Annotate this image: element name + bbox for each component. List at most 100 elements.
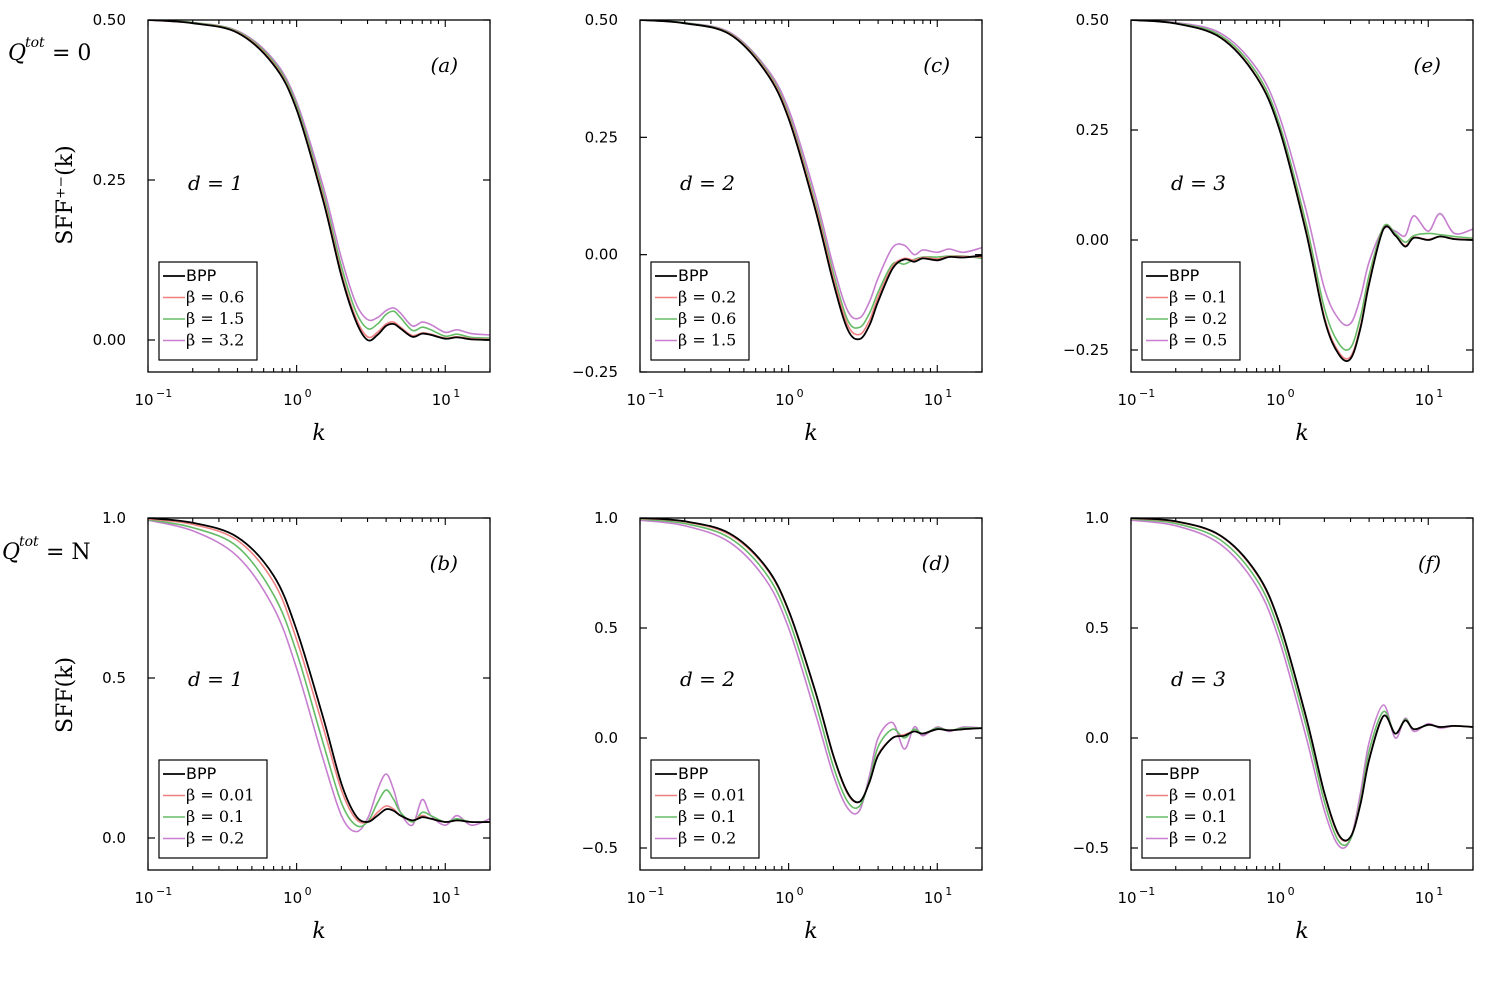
x-tick-exponent: 0 <box>305 387 312 400</box>
dimension-label: d = 1 <box>188 171 243 195</box>
legend-label: β = 0.2 <box>186 829 244 848</box>
x-tick-exponent: −1 <box>156 885 172 898</box>
series-group <box>640 518 982 815</box>
x-tick-exponent: 1 <box>1436 387 1443 400</box>
dimension-label: d = 2 <box>680 667 735 691</box>
legend-label: β = 0.1 <box>678 807 736 826</box>
y-tick-label: 0.25 <box>585 128 618 146</box>
x-tick-exponent: −1 <box>1139 387 1155 400</box>
y-tick-label: 0.50 <box>585 11 618 29</box>
legend: BPP β = 0.01 β = 0.1 β = 0.2 <box>1141 759 1251 859</box>
y-tick-label: 0.50 <box>1076 11 1109 29</box>
panel-label: (d) <box>922 551 950 575</box>
panel-label: (f) <box>1418 551 1441 575</box>
panel-label: (c) <box>923 53 950 77</box>
row-labels: Q tot = 0 Q tot = N SFF⁺⁻(k) SFF(k) <box>2 35 91 733</box>
legend-label: β = 0.6 <box>678 309 736 328</box>
x-axis-label: k <box>1295 421 1308 446</box>
x-tick-label: 10 <box>626 889 645 907</box>
x-tick-label: 10 <box>432 889 451 907</box>
legend-label: β = 0.1 <box>186 807 244 826</box>
series-line-beta-3 <box>640 20 982 320</box>
dimension-label: d = 2 <box>680 171 735 195</box>
legend-label: β = 0.2 <box>678 288 736 307</box>
y-tick-label: 0.5 <box>594 619 618 637</box>
series-group <box>1131 518 1473 849</box>
plot-frame <box>639 19 983 373</box>
x-tick-label: 10 <box>432 391 451 409</box>
series-group <box>148 518 490 833</box>
x-tick-exponent: 0 <box>797 885 804 898</box>
legend-label: β = 3.2 <box>186 331 244 350</box>
row-label-top: Q tot = 0 <box>8 35 91 66</box>
legend-box <box>158 261 258 361</box>
dimension-label: d = 3 <box>1171 667 1226 691</box>
legend-label: β = 0.01 <box>1169 786 1237 805</box>
series-line-beta-3 <box>1131 519 1473 849</box>
y-tick-label: 0.25 <box>1076 121 1109 139</box>
row-label-q: Q <box>8 41 26 66</box>
row-label-rest: = N <box>46 540 91 565</box>
panel-label: (a) <box>430 53 458 77</box>
series-group <box>640 20 982 341</box>
legend-label: β = 0.1 <box>1169 807 1227 826</box>
y-tick-label: 1.0 <box>1085 509 1109 527</box>
row-label-q: Q <box>2 540 20 565</box>
y-tick-label: 0.00 <box>93 331 126 349</box>
legend-label: β = 0.2 <box>1169 309 1227 328</box>
legend-label: β = 1.5 <box>678 331 736 350</box>
x-tick-label: 10 <box>924 391 943 409</box>
x-tick-label: 10 <box>1117 391 1136 409</box>
x-tick-label: 10 <box>134 889 153 907</box>
legend-label: BPP <box>1169 266 1200 285</box>
legend-box <box>1141 759 1251 859</box>
y-tick-label: 0.00 <box>585 246 618 264</box>
legend-label: BPP <box>186 764 217 783</box>
x-tick-exponent: −1 <box>648 885 664 898</box>
x-tick-label: 10 <box>134 391 153 409</box>
plot-frame <box>147 19 491 373</box>
y-tick-label: −0.25 <box>1063 341 1109 359</box>
series-line-bpp <box>640 20 982 341</box>
x-axis-label: k <box>804 919 817 944</box>
panel-label: (e) <box>1414 53 1441 77</box>
x-tick-label: 10 <box>1266 889 1285 907</box>
row-label-sup: tot <box>19 534 39 550</box>
series-line-beta-2 <box>148 20 490 339</box>
legend: BPP β = 0.01 β = 0.1 β = 0.2 <box>650 759 760 859</box>
y-tick-label: 0.0 <box>1085 729 1109 747</box>
x-axis-label: k <box>1295 919 1308 944</box>
y-tick-label: 0.5 <box>1085 619 1109 637</box>
x-tick-label: 10 <box>283 391 302 409</box>
series-line-beta-2 <box>640 20 982 329</box>
y-tick-label: −0.5 <box>582 839 618 857</box>
y-tick-label: 0.25 <box>93 171 126 189</box>
x-tick-exponent: 1 <box>945 885 952 898</box>
row-label-sup: tot <box>25 35 45 51</box>
y-tick-label: −0.25 <box>572 363 618 381</box>
y-tick-label: 0.50 <box>93 11 126 29</box>
x-axis-label: k <box>312 919 325 944</box>
x-tick-exponent: 1 <box>453 885 460 898</box>
x-tick-label: 10 <box>924 889 943 907</box>
y-tick-label: 0.0 <box>594 729 618 747</box>
legend-label: β = 0.1 <box>1169 288 1227 307</box>
series-group <box>1131 20 1473 362</box>
x-tick-label: 10 <box>283 889 302 907</box>
x-tick-label: 10 <box>1117 889 1136 907</box>
dimension-label: d = 1 <box>188 667 243 691</box>
legend: BPP β = 0.6 β = 1.5 β = 3.2 <box>158 261 258 361</box>
x-tick-exponent: −1 <box>648 387 664 400</box>
x-tick-label: 10 <box>626 391 645 409</box>
series-line-bpp <box>640 518 982 804</box>
panel-label: (b) <box>430 551 458 575</box>
plot-frame <box>1130 19 1474 373</box>
row-label-bottom: Q tot = N <box>2 534 91 565</box>
